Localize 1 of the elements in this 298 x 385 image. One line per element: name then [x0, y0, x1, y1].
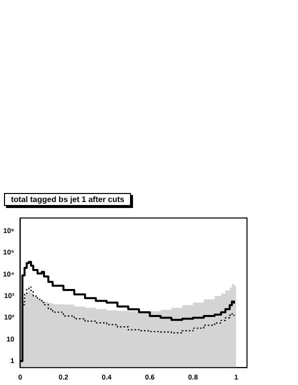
chart-title: total tagged bs jet 1 after cuts — [4, 193, 132, 206]
